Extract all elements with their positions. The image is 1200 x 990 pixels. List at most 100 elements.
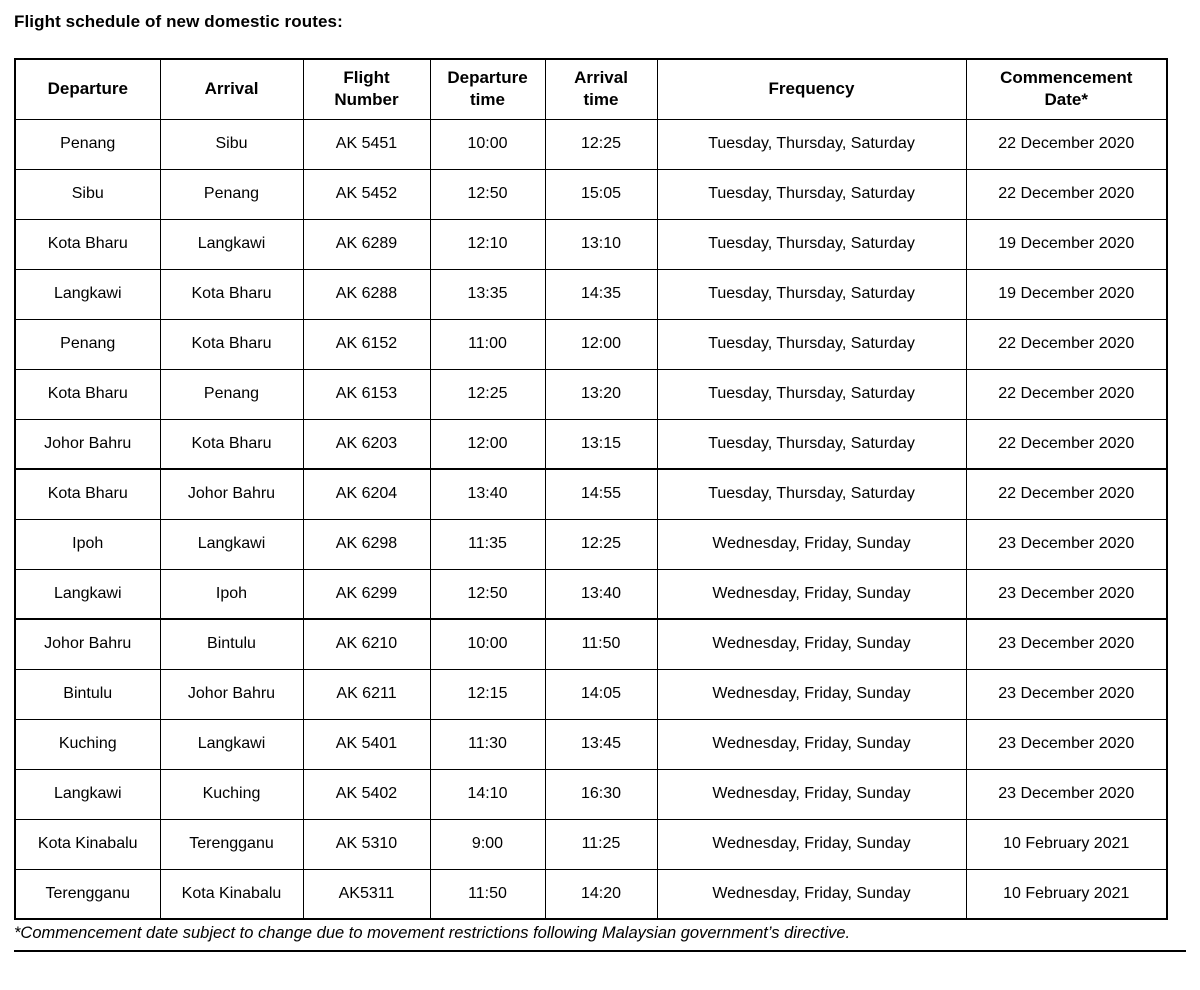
table-cell: 13:45	[544, 718, 658, 770]
table-cell: 13:40	[429, 468, 546, 520]
table-cell: Wednesday, Friday, Sunday	[656, 568, 967, 620]
table-cell: 12:25	[429, 368, 546, 420]
table-cell: 12:50	[429, 168, 546, 220]
table-cell: 23 December 2020	[965, 618, 1168, 670]
table-cell: 16:30	[544, 768, 658, 820]
table-cell: 10:00	[429, 118, 546, 170]
column-header: Arrival	[159, 58, 304, 120]
table-cell: Johor Bahru	[14, 618, 161, 670]
table-cell: 12:25	[544, 118, 658, 170]
table-cell: 22 December 2020	[965, 418, 1168, 470]
table-cell: Tuesday, Thursday, Saturday	[656, 368, 967, 420]
column-header: Frequency	[656, 58, 967, 120]
table-cell: Ipoh	[159, 568, 304, 620]
table-cell: 14:20	[544, 868, 658, 920]
table-cell: 10 February 2021	[965, 868, 1168, 920]
table-cell: 13:35	[429, 268, 546, 320]
table-cell: AK 6203	[302, 418, 431, 470]
table-cell: Johor Bahru	[14, 418, 161, 470]
table-cell: AK 6289	[302, 218, 431, 270]
table-cell: Wednesday, Friday, Sunday	[656, 818, 967, 870]
table-cell: 13:40	[544, 568, 658, 620]
column-header: Commencement Date*	[965, 58, 1168, 120]
table-row: Johor Bahru Bintulu AK 6210 10:00 11:50 Wedne…	[14, 618, 1168, 670]
table-cell: Kuching	[159, 768, 304, 820]
table-row: Ipoh Langkawi AK 6298 11:35 12:25 Wednesday, …	[14, 518, 1168, 570]
table-row: Terengganu Kota Kinabalu AK5311 11:50 14:20 W…	[14, 868, 1168, 920]
table-cell: Wednesday, Friday, Sunday	[656, 668, 967, 720]
table-cell: Sibu	[14, 168, 161, 220]
column-header: Departure time	[429, 58, 546, 120]
table-cell: Kuching	[14, 718, 161, 770]
table-cell: Tuesday, Thursday, Saturday	[656, 118, 967, 170]
table-cell: Wednesday, Friday, Sunday	[656, 768, 967, 820]
table-row: Bintulu Johor Bahru AK 6211 12:15 14:05 Wedne…	[14, 668, 1168, 720]
table-cell: 11:30	[429, 718, 546, 770]
table-cell: AK5311	[302, 868, 431, 920]
table-cell: Sibu	[159, 118, 304, 170]
table-cell: Kota Bharu	[14, 468, 161, 520]
table-cell: 22 December 2020	[965, 118, 1168, 170]
table-cell: AK 6210	[302, 618, 431, 670]
table-cell: 23 December 2020	[965, 518, 1168, 570]
table-cell: AK 6298	[302, 518, 431, 570]
table-cell: Langkawi	[159, 518, 304, 570]
table-cell: Kota Bharu	[14, 368, 161, 420]
table-header: Departure Arrival Flight Number Departure t…	[14, 58, 1168, 120]
header-row: Departure Arrival Flight Number Departure t…	[14, 58, 1168, 120]
table-cell: Terengganu	[159, 818, 304, 870]
column-header: Departure	[14, 58, 161, 120]
table-cell: 9:00	[429, 818, 546, 870]
table-cell: 11:35	[429, 518, 546, 570]
table-cell: 12:10	[429, 218, 546, 270]
table-cell: AK 5402	[302, 768, 431, 820]
table-cell: 19 December 2020	[965, 218, 1168, 270]
table-cell: 19 December 2020	[965, 268, 1168, 320]
table-cell: 13:15	[544, 418, 658, 470]
table-cell: AK 6204	[302, 468, 431, 520]
table-cell: AK 5451	[302, 118, 431, 170]
table-row: Kuching Langkawi AK 5401 11:30 13:45 Wednesda…	[14, 718, 1168, 770]
table-cell: 10:00	[429, 618, 546, 670]
table-row: Penang Kota Bharu AK 6152 11:00 12:00 Tuesday…	[14, 318, 1168, 370]
table-cell: 14:35	[544, 268, 658, 320]
table-body: Penang Sibu AK 5451 10:00 12:25 Tuesday, Thur…	[14, 118, 1168, 920]
table-cell: Kota Bharu	[159, 418, 304, 470]
table-cell: Langkawi	[159, 218, 304, 270]
table-cell: AK 6211	[302, 668, 431, 720]
table-cell: 12:15	[429, 668, 546, 720]
table-row: Penang Sibu AK 5451 10:00 12:25 Tuesday, Thur…	[14, 118, 1168, 170]
table-cell: AK 5452	[302, 168, 431, 220]
table-cell: 23 December 2020	[965, 768, 1168, 820]
table-cell: 12:50	[429, 568, 546, 620]
table-cell: Kota Kinabalu	[159, 868, 304, 920]
column-header: Arrival time	[544, 58, 658, 120]
table-cell: 23 December 2020	[965, 568, 1168, 620]
table-cell: Wednesday, Friday, Sunday	[656, 868, 967, 920]
table-cell: 22 December 2020	[965, 468, 1168, 520]
table-row: Kota Bharu Penang AK 6153 12:25 13:20 Tuesday…	[14, 368, 1168, 420]
table-cell: 12:00	[429, 418, 546, 470]
table-cell: Terengganu	[14, 868, 161, 920]
table-cell: Tuesday, Thursday, Saturday	[656, 418, 967, 470]
table-row: Langkawi Kuching AK 5402 14:10 16:30 Wednesda…	[14, 768, 1168, 820]
table-cell: Kota Bharu	[159, 268, 304, 320]
table-cell: Ipoh	[14, 518, 161, 570]
table-cell: Tuesday, Thursday, Saturday	[656, 168, 967, 220]
table-cell: Tuesday, Thursday, Saturday	[656, 468, 967, 520]
table-cell: Wednesday, Friday, Sunday	[656, 518, 967, 570]
footnote: *Commencement date subject to change due…	[14, 924, 851, 942]
table-cell: 15:05	[544, 168, 658, 220]
table-cell: 12:25	[544, 518, 658, 570]
table-cell: 12:00	[544, 318, 658, 370]
table-cell: Kota Bharu	[14, 218, 161, 270]
table-cell: 11:25	[544, 818, 658, 870]
table-cell: 13:10	[544, 218, 658, 270]
table-cell: AK 6152	[302, 318, 431, 370]
table-cell: 11:50	[544, 618, 658, 670]
table-cell: AK 5401	[302, 718, 431, 770]
table-cell: Wednesday, Friday, Sunday	[656, 618, 967, 670]
table-cell: AK 6153	[302, 368, 431, 420]
table-cell: Kota Kinabalu	[14, 818, 161, 870]
table-cell: Tuesday, Thursday, Saturday	[656, 268, 967, 320]
